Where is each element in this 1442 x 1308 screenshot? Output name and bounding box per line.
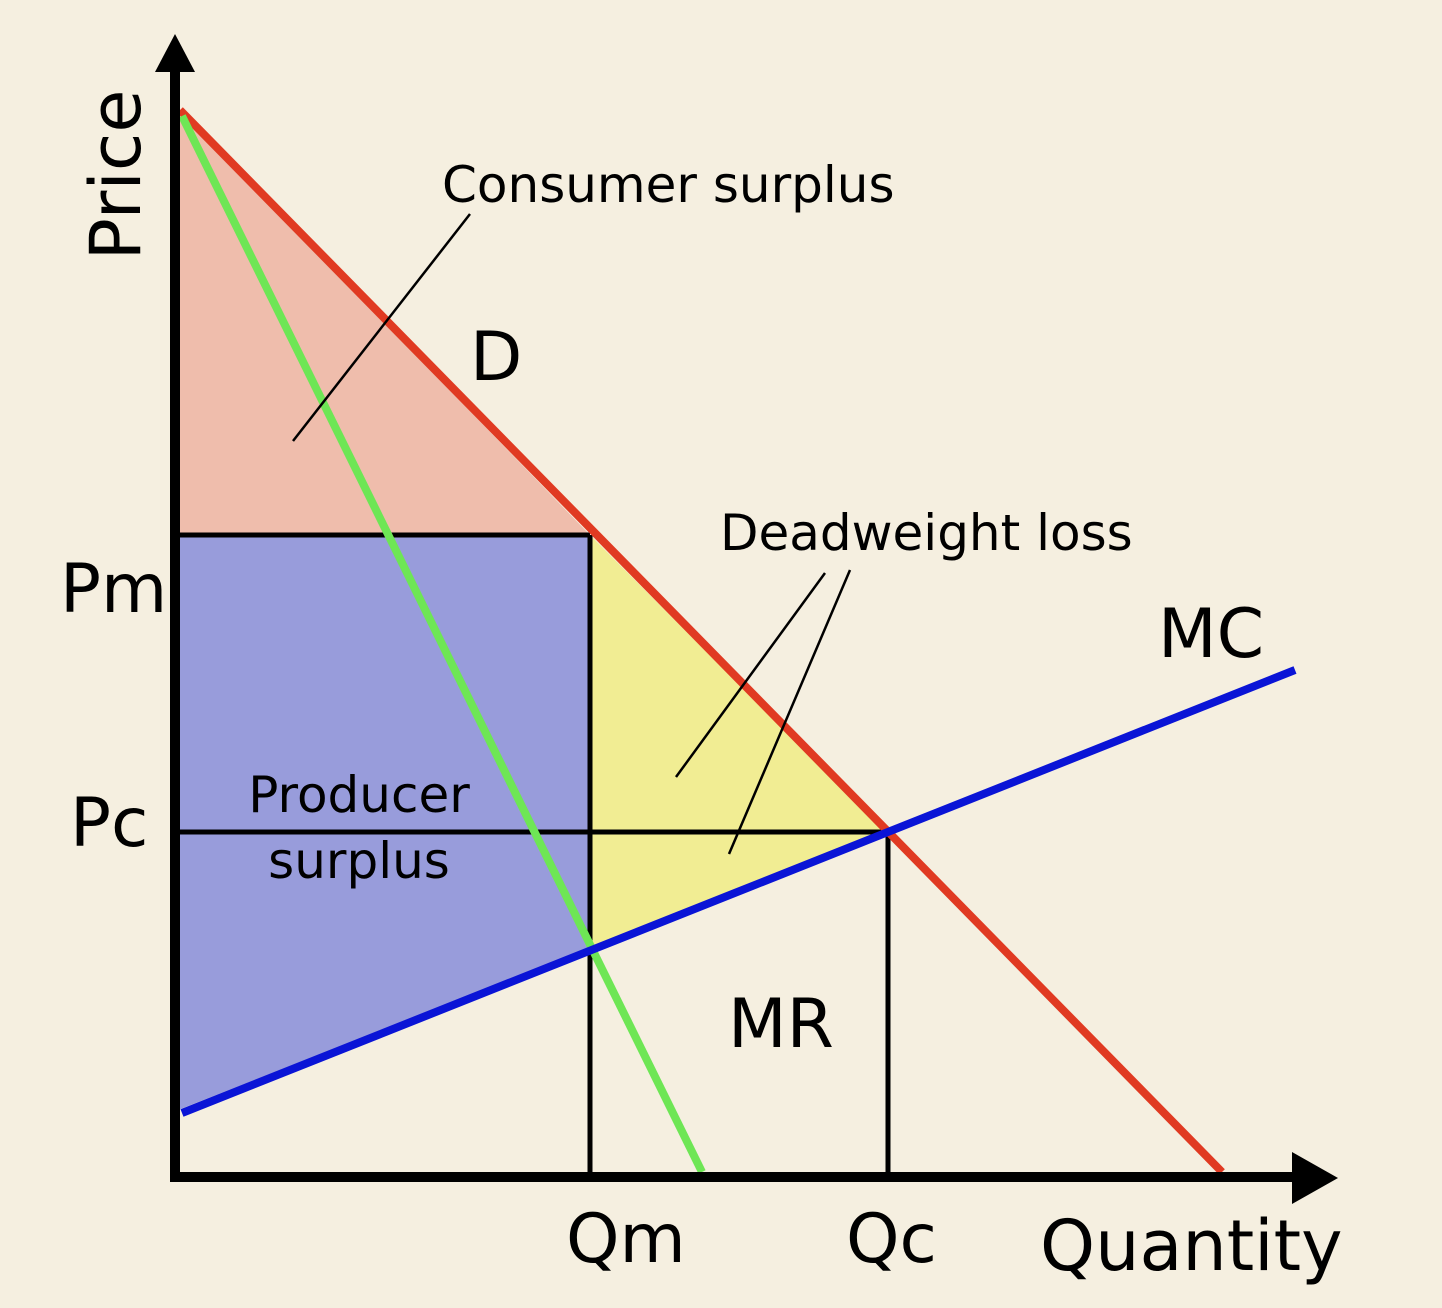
deadweight-loss-region xyxy=(590,535,886,948)
marginal-cost-curve xyxy=(180,666,1297,1117)
deadweight-loss-pointer-upper xyxy=(674,572,827,778)
demand-curve-label: D xyxy=(470,318,522,397)
y-axis-arrowhead xyxy=(155,34,195,72)
consumer-surplus-label: Consumer surplus xyxy=(442,156,895,214)
marginal-revenue-curve-label: MR xyxy=(728,985,834,1064)
monopoly-price-label: Pm xyxy=(60,550,167,629)
monopoly-quantity-label: Qm xyxy=(566,1200,686,1279)
marginal-revenue-curve xyxy=(178,114,706,1174)
x-axis-label: Quantity xyxy=(1040,1205,1343,1287)
x-axis-arrowhead xyxy=(1292,1152,1338,1204)
deadweight-loss-label: Deadweight loss xyxy=(720,504,1133,562)
consumer-surplus-pointer xyxy=(292,213,471,442)
producer-surplus-label-line2: surplus xyxy=(268,832,450,890)
deadweight-loss-pointer-lower xyxy=(727,569,852,855)
y-axis-label: Price xyxy=(75,90,157,261)
demand-curve xyxy=(177,107,1225,1175)
producer-surplus-label-line1: Producer xyxy=(248,766,470,824)
competitive-quantity-label: Qc xyxy=(846,1200,937,1279)
marginal-cost-curve-label: MC xyxy=(1158,595,1264,674)
producer-surplus-region xyxy=(178,535,590,1110)
competitive-price-label: Pc xyxy=(70,784,148,863)
